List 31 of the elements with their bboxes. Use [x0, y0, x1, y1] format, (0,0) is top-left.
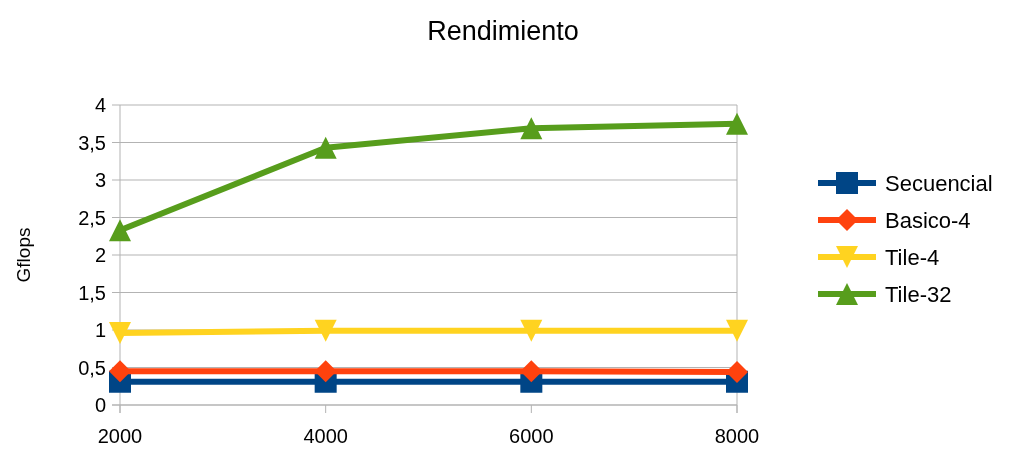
- y-tick-label: 2: [94, 244, 106, 266]
- x-tick-label: 4000: [303, 425, 348, 447]
- legend-label: Tile-4: [885, 244, 940, 270]
- x-tick-label: 6000: [509, 425, 554, 447]
- point: [726, 319, 748, 342]
- point: [314, 319, 337, 342]
- y-tick-label: 2,5: [78, 206, 106, 229]
- point: [314, 360, 337, 383]
- y-tick-label: 0: [94, 394, 106, 416]
- point: [520, 117, 543, 140]
- legend-label: Secuencial: [885, 170, 993, 196]
- y-tick-label: 4: [94, 94, 106, 116]
- point: [726, 112, 748, 135]
- x-tick-label: 2000: [97, 425, 143, 447]
- point: [726, 361, 748, 383]
- chart-title: Rendimiento: [427, 16, 579, 46]
- y-tick-label: 1,5: [78, 281, 106, 304]
- legend-label: Tile-32: [885, 281, 952, 307]
- y-tick-label: 1: [94, 319, 106, 341]
- point: [520, 360, 543, 383]
- point: [314, 136, 337, 159]
- point: [520, 319, 543, 342]
- y-tick-label: 3: [94, 169, 106, 191]
- point: [109, 322, 131, 344]
- legend-label: Basico-4: [885, 207, 971, 233]
- y-tick-label: 3,5: [78, 131, 106, 154]
- point: [109, 360, 131, 383]
- point: [109, 219, 131, 242]
- y-tick-label: 0,5: [78, 356, 106, 379]
- x-tick-label: 8000: [714, 425, 760, 447]
- y-axis-title: Gflops: [13, 227, 34, 283]
